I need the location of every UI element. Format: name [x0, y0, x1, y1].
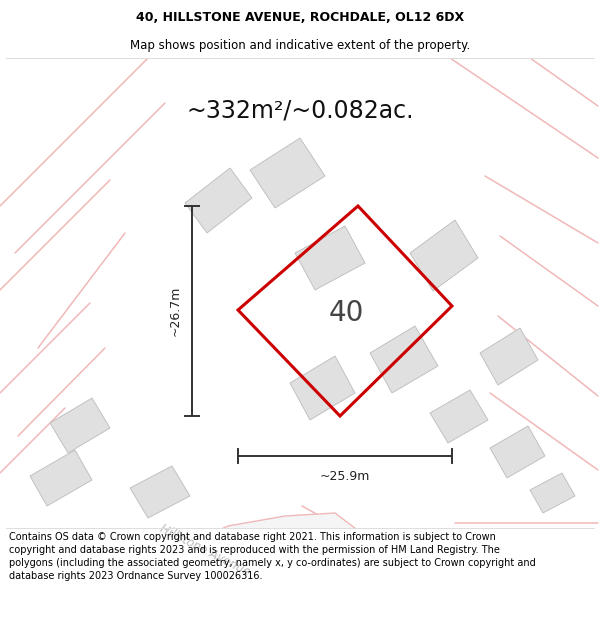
Polygon shape [50, 398, 110, 453]
Polygon shape [290, 356, 355, 420]
Text: ~26.7m: ~26.7m [169, 286, 182, 336]
Polygon shape [30, 450, 92, 506]
Text: Map shows position and indicative extent of the property.: Map shows position and indicative extent… [130, 39, 470, 52]
Text: 40: 40 [328, 299, 364, 327]
Polygon shape [250, 138, 325, 208]
Polygon shape [480, 328, 538, 385]
Polygon shape [295, 226, 365, 290]
Polygon shape [530, 473, 575, 513]
Polygon shape [490, 426, 545, 478]
Polygon shape [410, 220, 478, 291]
Text: 40, HILLSTONE AVENUE, ROCHDALE, OL12 6DX: 40, HILLSTONE AVENUE, ROCHDALE, OL12 6DX [136, 11, 464, 24]
Text: ~25.9m: ~25.9m [320, 470, 370, 483]
Polygon shape [430, 390, 488, 443]
Polygon shape [185, 168, 252, 233]
Text: ~332m²/~0.082ac.: ~332m²/~0.082ac. [186, 98, 414, 122]
Polygon shape [130, 466, 190, 518]
Polygon shape [105, 513, 368, 588]
Text: Hillstone Avenue: Hillstone Avenue [158, 522, 253, 578]
Text: Contains OS data © Crown copyright and database right 2021. This information is : Contains OS data © Crown copyright and d… [9, 532, 536, 581]
Polygon shape [370, 326, 438, 393]
